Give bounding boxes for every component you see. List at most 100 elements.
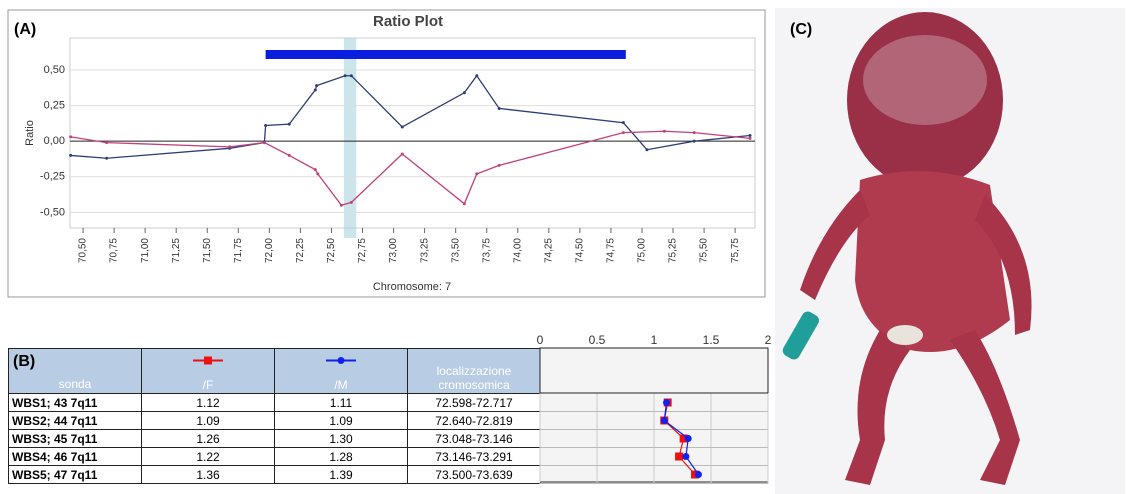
y-tick-label: 0,50 (44, 64, 65, 76)
f-value: 1.22 (141, 447, 275, 466)
x-tick-label: 72,50 (326, 238, 337, 263)
point (475, 74, 479, 78)
point (692, 131, 696, 135)
x-tick-label: 0.5 (589, 333, 606, 347)
point (105, 156, 109, 160)
series-line (70, 130, 751, 206)
table-row: WBS4; 46 7q11 1.22 1.28 73.146-73.291 (8, 447, 541, 466)
point (349, 200, 353, 204)
x-tick-label: 1 (651, 333, 658, 347)
y-axis-label: Ratio (24, 120, 36, 146)
f-value: 1.12 (141, 393, 275, 412)
x-tick-label: 73,00 (388, 238, 399, 263)
f-value: 1.09 (141, 411, 275, 430)
point (497, 106, 501, 110)
m-value: 1.09 (274, 411, 408, 430)
point (692, 139, 696, 143)
point (400, 152, 404, 156)
point (621, 121, 625, 125)
point (663, 399, 671, 406)
table-row: WBS1; 43 7q11 1.12 1.11 72.598-72.717 (8, 393, 541, 412)
location: 73.500-73.639 (407, 465, 541, 484)
x-tick-label: 71,00 (140, 238, 151, 263)
x-tick-label: 71,25 (171, 238, 182, 263)
photo (775, 8, 1125, 494)
x-tick-label: 75,25 (668, 238, 679, 263)
location: 72.598-72.717 (407, 393, 541, 412)
point (69, 153, 73, 157)
point (313, 168, 317, 172)
probe-name: WBS3; 45 7q11 (8, 429, 142, 448)
m-value: 1.30 (274, 429, 408, 448)
x-tick-label: 75,75 (730, 238, 741, 263)
y-tick-label: 0,25 (44, 100, 65, 112)
location: 73.048-73.146 (407, 429, 541, 448)
point (343, 74, 347, 78)
x-tick-label: 71,50 (202, 238, 213, 263)
x-tick-label: 73,75 (481, 238, 492, 263)
x-axis-label: Chromosome: 7 (373, 281, 451, 293)
point (349, 74, 353, 78)
mini-chart-frame (539, 347, 769, 483)
region-bar (265, 50, 626, 59)
point (316, 172, 320, 176)
header-row: (B) sonda /F /M localizzazione cromosomic… (8, 348, 541, 394)
point (645, 148, 649, 152)
x-tick-label: 73,25 (419, 238, 430, 263)
point (684, 435, 692, 442)
m-value: 1.28 (274, 447, 408, 466)
m-value: 1.11 (274, 393, 408, 412)
highlight-band (343, 38, 357, 238)
x-tick-label: 72,25 (295, 238, 306, 263)
point (475, 172, 479, 176)
point (287, 122, 291, 126)
point (105, 141, 109, 145)
header-text: sonda (58, 377, 92, 391)
point (663, 398, 672, 407)
header-cell: /M (274, 348, 408, 394)
probe-name: WBS4; 46 7q11 (8, 447, 142, 466)
x-tick-label: 71,75 (233, 238, 244, 263)
x-tick-label: 73,50 (450, 238, 461, 263)
table-row: WBS3; 45 7q11 1.26 1.30 73.048-73.146 (8, 429, 541, 448)
x-tick-label: 75,00 (637, 238, 648, 263)
point (313, 88, 317, 92)
m-value: 1.39 (274, 465, 408, 484)
point (662, 129, 666, 133)
f-value: 1.26 (141, 429, 275, 448)
point (400, 125, 404, 129)
point (621, 131, 625, 135)
x-tick-label: 1.5 (703, 333, 720, 347)
x-tick-label: 0 (537, 333, 544, 347)
probe-name: WBS1; 43 7q11 (8, 393, 142, 412)
point (682, 453, 690, 460)
header-cell: localizzazione cromosomica (407, 348, 541, 394)
panel-label: (A) (14, 21, 36, 38)
header-cell: (B) sonda (8, 348, 142, 394)
point (315, 84, 319, 88)
plot-area (69, 37, 756, 229)
x-tick-label: 75,50 (699, 238, 710, 263)
panel-a-frame (7, 9, 766, 298)
x-tick-label: 70,75 (109, 238, 120, 263)
x-tick-label: 74,75 (606, 238, 617, 263)
point (748, 133, 752, 137)
y-tick-label: -0,50 (40, 206, 65, 218)
x-tick-label: 74,50 (575, 238, 586, 263)
series-line (70, 74, 751, 159)
x-tick-label: 72,75 (357, 238, 368, 263)
series-line (663, 402, 696, 475)
point (262, 141, 266, 145)
location: 73.146-73.291 (407, 447, 541, 466)
probe-name: WBS5; 47 7q11 (8, 465, 142, 484)
point (675, 452, 684, 461)
table-row: WBS2; 44 7q11 1.09 1.09 72.640-72.819 (8, 411, 541, 430)
point (262, 141, 266, 145)
chart-title: Ratio Plot (373, 13, 443, 30)
x-tick-label: 74,25 (543, 238, 554, 263)
point (264, 124, 268, 128)
table-row: WBS5; 47 7q11 1.36 1.39 73.500-73.639 (8, 465, 541, 484)
point (287, 153, 291, 157)
point (69, 135, 73, 139)
point (660, 416, 669, 425)
